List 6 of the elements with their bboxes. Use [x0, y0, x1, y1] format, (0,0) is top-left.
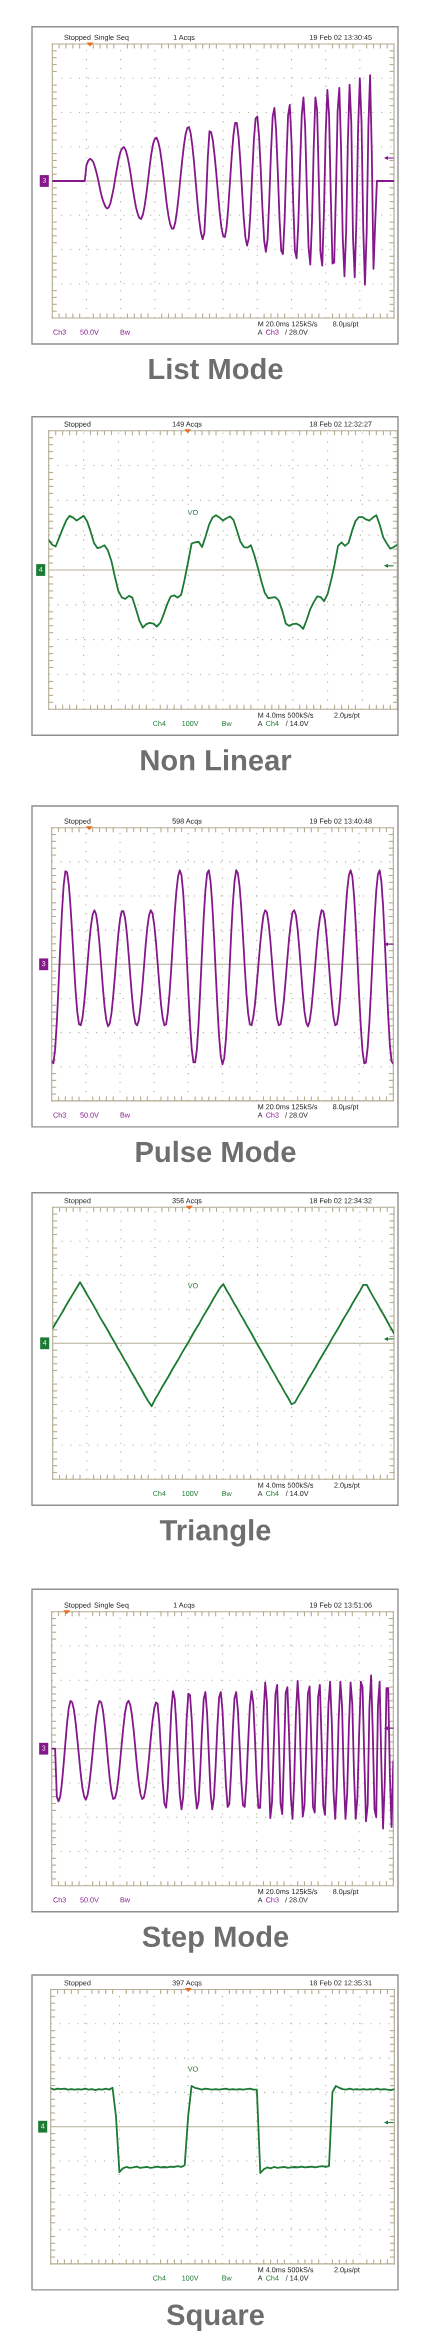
text: Step Mode: [142, 1925, 289, 1953]
text: Square: [166, 2304, 264, 2331]
text: List Mode: [149, 357, 283, 380]
text: Triangle: [159, 1519, 271, 1547]
text: Pulse Mode: [136, 1140, 296, 1163]
text: Non Linear: [141, 749, 292, 771]
